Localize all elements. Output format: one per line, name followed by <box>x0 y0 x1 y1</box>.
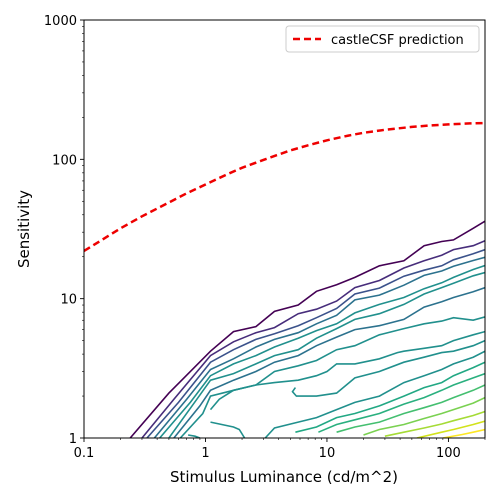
contour-line-19 <box>416 420 485 438</box>
x-tick-label: 0.1 <box>74 446 95 461</box>
contour-line-2 <box>141 240 485 438</box>
contour-line-15 <box>318 372 485 433</box>
contour-line-5 <box>159 264 485 438</box>
contour-line-10 <box>291 339 485 397</box>
contour-line-4 <box>153 256 485 438</box>
prediction-curve <box>84 121 485 253</box>
contour-line-20 <box>442 428 485 438</box>
contour-line-3 <box>146 248 485 438</box>
legend-label: castleCSF prediction <box>331 33 464 48</box>
contour-line-13 <box>264 350 485 438</box>
contour-line-18 <box>384 410 485 437</box>
contour-line-8 <box>179 316 485 438</box>
x-tick-label: 1 <box>201 446 209 461</box>
contour-line-16 <box>336 384 485 433</box>
x-tick-label: 10 <box>319 446 336 461</box>
y-axis-label: Sensitivity <box>15 190 33 268</box>
contour-line-1 <box>129 220 485 438</box>
y-tick-label: 1000 <box>44 14 77 29</box>
contour-lines <box>129 220 485 438</box>
y-tick-label: 1 <box>69 432 77 447</box>
contour-line-11 <box>210 421 246 438</box>
plot-frame <box>83 19 486 439</box>
y-tick-label: 10 <box>60 293 77 308</box>
legend: castleCSF prediction <box>285 25 480 53</box>
x-tick-label: 100 <box>436 446 461 461</box>
contour-line-12 <box>187 434 201 438</box>
x-axis-ticks: 0.1 1 10 100 <box>74 438 486 461</box>
contour-line-7 <box>173 286 485 438</box>
contour-line-17 <box>363 396 485 436</box>
y-tick-label: 100 <box>52 153 77 168</box>
x-axis-label: Stimulus Luminance (cd/m^2) <box>170 468 398 486</box>
legend-box <box>285 25 480 53</box>
contour-line-14 <box>295 361 485 433</box>
y-axis-ticks: 1 10 100 1000 <box>44 14 84 447</box>
contour-line-9 <box>209 330 485 411</box>
contour-line-6 <box>168 271 485 438</box>
